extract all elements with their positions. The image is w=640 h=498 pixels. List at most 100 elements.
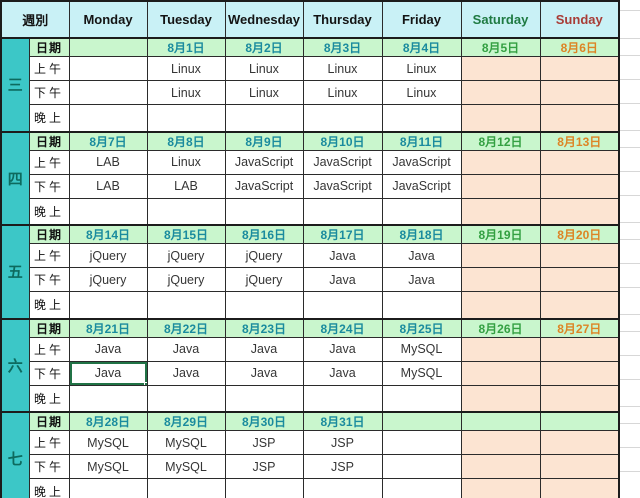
fill-handle[interactable] [143, 381, 146, 384]
cell-week1-morning-wednesday[interactable]: Linux [224, 56, 304, 81]
row-label-evening-week3[interactable]: 晚上 [28, 291, 70, 319]
cell-week4-morning-monday[interactable]: Java [68, 336, 148, 362]
cell-week5-afternoon-sunday[interactable] [539, 454, 620, 479]
cell-week1-afternoon-wednesday[interactable]: Linux [224, 80, 304, 105]
cell-week4-date-tuesday[interactable]: 8月22日 [146, 317, 226, 338]
cell-week2-date-thursday[interactable]: 8月10日 [302, 130, 383, 151]
cell-week5-evening-saturday[interactable] [460, 478, 541, 498]
cell-week5-evening-friday[interactable] [381, 478, 462, 498]
cell-week5-morning-friday[interactable] [381, 430, 462, 455]
cell-week4-date-thursday[interactable]: 8月24日 [302, 317, 383, 338]
cell-week2-evening-thursday[interactable] [302, 197, 383, 226]
cell-week2-evening-wednesday[interactable] [224, 197, 304, 226]
cell-week3-evening-tuesday[interactable] [146, 291, 226, 319]
cell-week5-afternoon-wednesday[interactable]: JSP [224, 454, 304, 479]
cell-week1-afternoon-saturday[interactable] [460, 80, 541, 105]
selected-cell[interactable]: Java [68, 360, 148, 386]
cell-week4-date-monday[interactable]: 8月21日 [68, 317, 148, 338]
cell-week2-date-saturday[interactable]: 8月12日 [460, 130, 541, 151]
cell-week3-afternoon-monday[interactable]: jQuery [68, 267, 148, 292]
cell-week3-evening-saturday[interactable] [460, 291, 541, 319]
cell-week4-morning-saturday[interactable] [460, 336, 541, 362]
cell-week1-date-saturday[interactable]: 8月5日 [460, 37, 541, 57]
cell-week1-date-thursday[interactable]: 8月3日 [302, 37, 383, 57]
cell-week4-date-sunday[interactable]: 8月27日 [539, 317, 620, 338]
week-number-六[interactable]: 六 [0, 317, 30, 413]
cell-week4-afternoon-wednesday[interactable]: Java [224, 360, 304, 386]
cell-week3-date-wednesday[interactable]: 8月16日 [224, 224, 304, 244]
cell-week2-afternoon-tuesday[interactable]: LAB [146, 173, 226, 199]
cell-week5-date-saturday[interactable] [460, 411, 541, 431]
cell-week3-date-thursday[interactable]: 8月17日 [302, 224, 383, 244]
row-label-date-week4[interactable]: 日期 [28, 317, 70, 338]
cell-week2-morning-sunday[interactable] [539, 149, 620, 175]
row-label-morning-week2[interactable]: 上午 [28, 149, 70, 175]
cell-week2-date-wednesday[interactable]: 8月9日 [224, 130, 304, 151]
row-label-afternoon-week1[interactable]: 下午 [28, 80, 70, 105]
row-label-morning-week1[interactable]: 上午 [28, 56, 70, 81]
cell-week4-afternoon-sunday[interactable] [539, 360, 620, 386]
row-label-morning-week4[interactable]: 上午 [28, 336, 70, 362]
cell-week5-afternoon-thursday[interactable]: JSP [302, 454, 383, 479]
cell-week3-date-friday[interactable]: 8月18日 [381, 224, 462, 244]
cell-week5-morning-saturday[interactable] [460, 430, 541, 455]
cell-week5-date-friday[interactable] [381, 411, 462, 431]
cell-week3-date-monday[interactable]: 8月14日 [68, 224, 148, 244]
cell-week5-date-monday[interactable]: 8月28日 [68, 411, 148, 431]
cell-week5-evening-sunday[interactable] [539, 478, 620, 498]
header-wednesday[interactable]: Wednesday [224, 0, 304, 39]
cell-week4-morning-sunday[interactable] [539, 336, 620, 362]
cell-week1-date-friday[interactable]: 8月4日 [381, 37, 462, 57]
cell-week4-evening-saturday[interactable] [460, 384, 541, 413]
cell-week2-morning-wednesday[interactable]: JavaScript [224, 149, 304, 175]
cell-week3-morning-thursday[interactable]: Java [302, 243, 383, 268]
row-label-afternoon-week4[interactable]: 下午 [28, 360, 70, 386]
cell-week3-evening-monday[interactable] [68, 291, 148, 319]
cell-week1-date-wednesday[interactable]: 8月2日 [224, 37, 304, 57]
cell-week3-evening-thursday[interactable] [302, 291, 383, 319]
cell-week5-evening-monday[interactable] [68, 478, 148, 498]
cell-week1-morning-friday[interactable]: Linux [381, 56, 462, 81]
cell-week3-morning-saturday[interactable] [460, 243, 541, 268]
cell-week5-date-wednesday[interactable]: 8月30日 [224, 411, 304, 431]
row-label-evening-week4[interactable]: 晚上 [28, 384, 70, 413]
week-number-七[interactable]: 七 [0, 411, 30, 498]
cell-week1-evening-thursday[interactable] [302, 104, 383, 132]
cell-week1-morning-tuesday[interactable]: Linux [146, 56, 226, 81]
cell-week4-afternoon-thursday[interactable]: Java [302, 360, 383, 386]
cell-week5-morning-thursday[interactable]: JSP [302, 430, 383, 455]
row-label-afternoon-week2[interactable]: 下午 [28, 173, 70, 199]
cell-week3-afternoon-thursday[interactable]: Java [302, 267, 383, 292]
cell-week5-evening-thursday[interactable] [302, 478, 383, 498]
row-label-evening-week1[interactable]: 晚上 [28, 104, 70, 132]
cell-week4-date-saturday[interactable]: 8月26日 [460, 317, 541, 338]
header-friday[interactable]: Friday [381, 0, 462, 39]
cell-week4-evening-wednesday[interactable] [224, 384, 304, 413]
cell-week5-afternoon-tuesday[interactable]: MySQL [146, 454, 226, 479]
cell-week4-afternoon-saturday[interactable] [460, 360, 541, 386]
cell-week2-morning-friday[interactable]: JavaScript [381, 149, 462, 175]
cell-week4-afternoon-tuesday[interactable]: Java [146, 360, 226, 386]
cell-week3-afternoon-wednesday[interactable]: jQuery [224, 267, 304, 292]
cell-week4-evening-tuesday[interactable] [146, 384, 226, 413]
row-label-afternoon-week3[interactable]: 下午 [28, 267, 70, 292]
cell-week5-afternoon-saturday[interactable] [460, 454, 541, 479]
cell-week4-morning-wednesday[interactable]: Java [224, 336, 304, 362]
cell-week3-morning-tuesday[interactable]: jQuery [146, 243, 226, 268]
cell-week5-afternoon-monday[interactable]: MySQL [68, 454, 148, 479]
cell-week1-afternoon-monday[interactable] [68, 80, 148, 105]
week-number-三[interactable]: 三 [0, 37, 30, 132]
cell-week4-date-wednesday[interactable]: 8月23日 [224, 317, 304, 338]
cell-week2-date-sunday[interactable]: 8月13日 [539, 130, 620, 151]
row-label-afternoon-week5[interactable]: 下午 [28, 454, 70, 479]
cell-week1-morning-thursday[interactable]: Linux [302, 56, 383, 81]
cell-week3-morning-wednesday[interactable]: jQuery [224, 243, 304, 268]
cell-week2-date-tuesday[interactable]: 8月8日 [146, 130, 226, 151]
cell-week5-morning-wednesday[interactable]: JSP [224, 430, 304, 455]
cell-week1-morning-monday[interactable] [68, 56, 148, 81]
cell-week2-morning-thursday[interactable]: JavaScript [302, 149, 383, 175]
cell-week4-evening-thursday[interactable] [302, 384, 383, 413]
cell-week4-afternoon-friday[interactable]: MySQL [381, 360, 462, 386]
cell-week5-morning-sunday[interactable] [539, 430, 620, 455]
row-label-date-week1[interactable]: 日期 [28, 37, 70, 57]
